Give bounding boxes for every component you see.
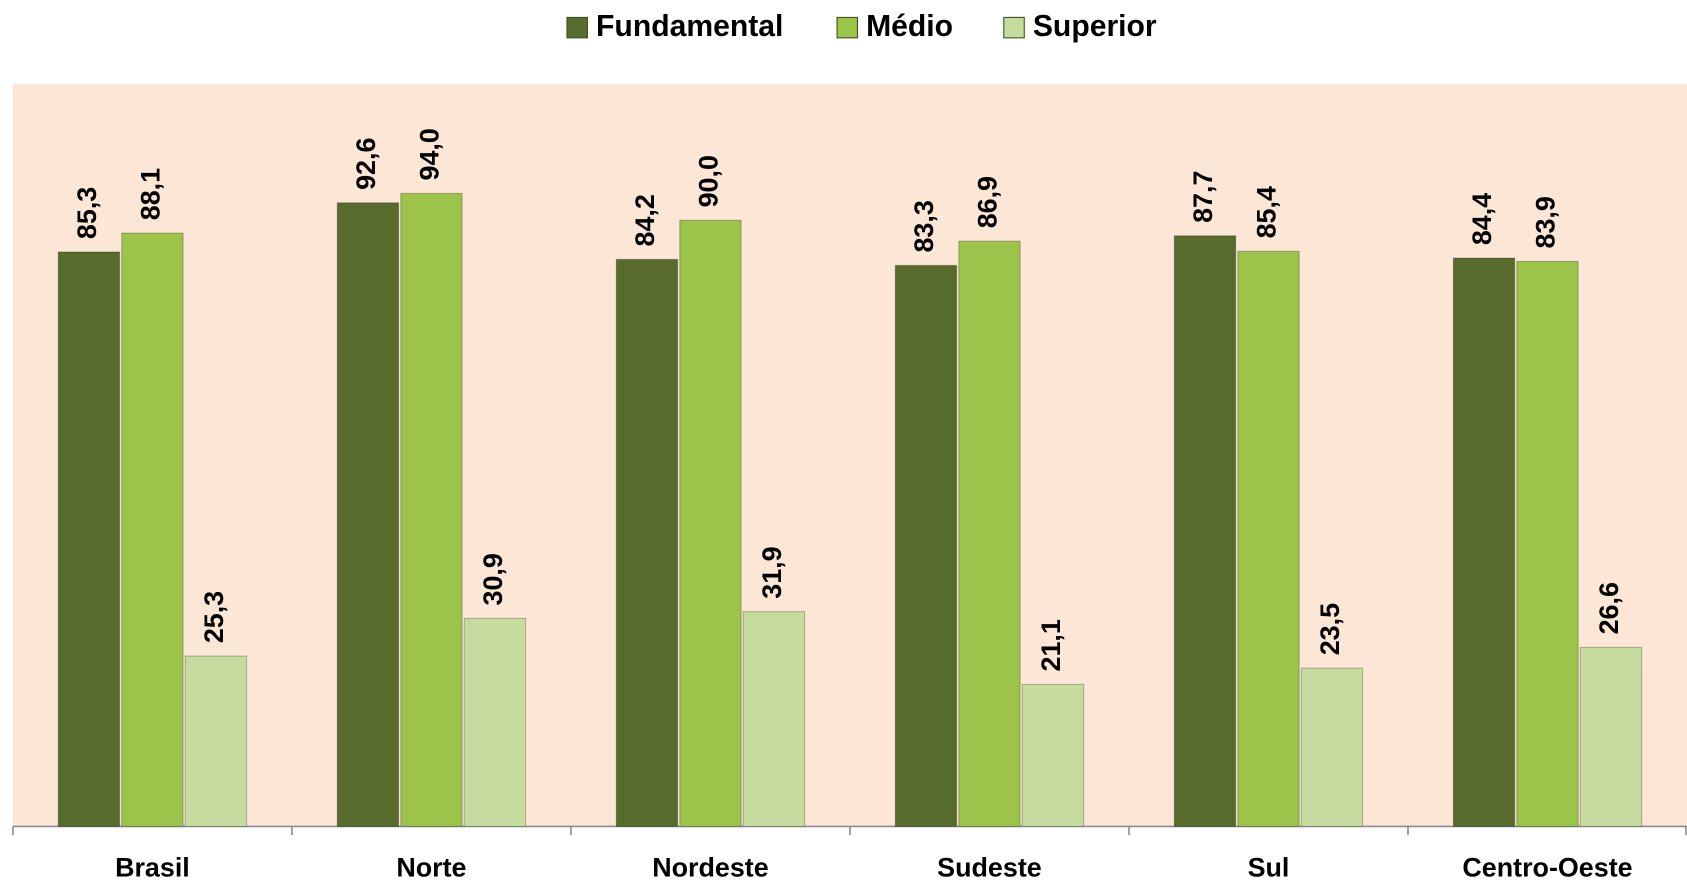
x-tick-label: Nordeste [652,853,769,883]
legend-label: Superior [1033,10,1157,43]
legend-label: Fundamental [596,10,783,43]
x-tick-label: Brasil [115,853,190,883]
bar [1579,646,1643,828]
data-label: 88,1 [136,168,166,220]
bar [1452,257,1516,828]
x-tick-label: Centro-Oeste [1462,853,1632,883]
bar [121,232,184,828]
bar [1173,235,1237,828]
bar [400,192,463,828]
data-label: 85,3 [72,187,102,239]
x-tick-label: Sudeste [937,853,1042,883]
bar [1516,260,1579,828]
data-label: 26,6 [1594,582,1624,634]
data-label: 31,9 [757,546,787,598]
bar [184,655,248,828]
plot-area [12,84,1687,827]
bar [958,240,1021,828]
bar [679,219,742,828]
data-label: 90,0 [694,155,724,207]
data-label: 25,3 [199,591,229,643]
bar [57,251,121,828]
data-label: 87,7 [1188,171,1218,223]
data-label: 86,9 [973,176,1003,228]
data-label: 85,4 [1252,186,1282,238]
legend-swatch [566,16,588,39]
bar [1021,683,1085,828]
data-label: 84,2 [630,194,660,246]
data-label: 92,6 [351,138,381,190]
legend-label: Médio [866,10,953,43]
x-tick-label: Sul [1248,853,1290,883]
data-label: 83,9 [1531,196,1561,248]
data-label: 94,0 [415,128,445,180]
data-label: 23,5 [1315,603,1345,655]
data-label: 84,4 [1467,193,1497,245]
bar [615,258,679,828]
data-label: 30,9 [478,553,508,605]
x-tick-label: Norte [396,853,466,883]
bar [1300,667,1364,828]
data-label: 21,1 [1036,619,1066,671]
bar [1237,250,1300,828]
data-label: 83,3 [909,200,939,252]
bar [894,264,958,828]
legend-swatch [836,16,859,39]
legend-swatch [1003,16,1025,39]
bar [742,611,806,828]
bar [336,202,400,828]
bar [463,617,527,828]
